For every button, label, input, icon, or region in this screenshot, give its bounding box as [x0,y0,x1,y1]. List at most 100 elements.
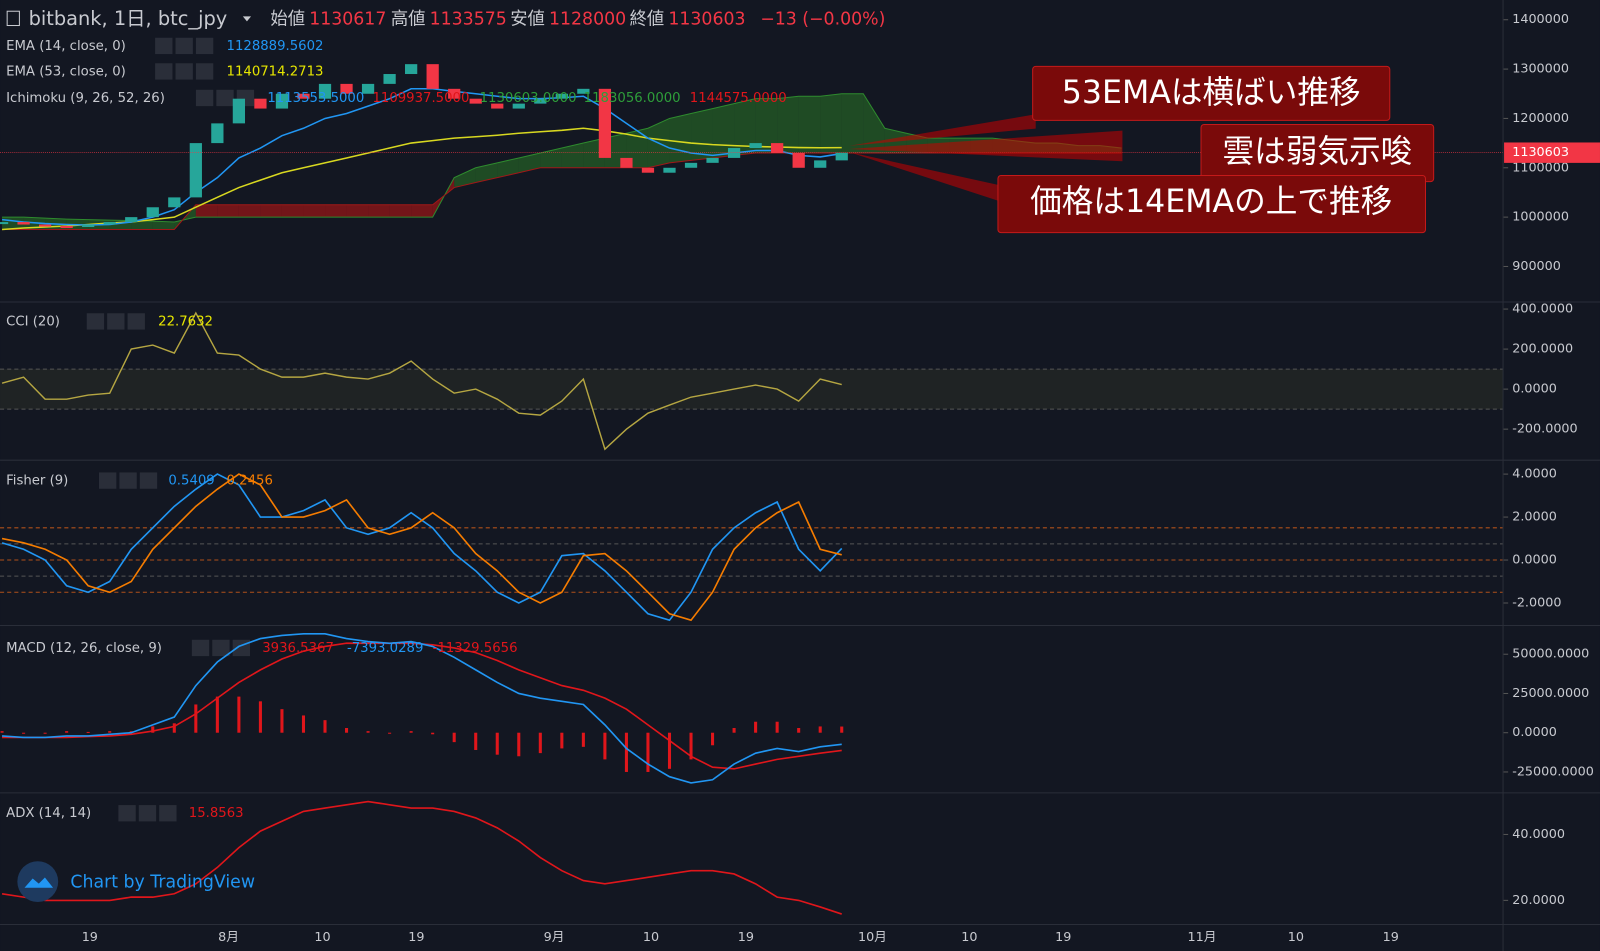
legend-name[interactable]: Fisher (9) [6,474,68,489]
symbol-icon[interactable] [6,10,20,27]
legend-button[interactable] [232,639,251,657]
legend-button[interactable] [155,37,173,55]
candle [211,123,224,144]
legend-name[interactable]: EMA (53, close, 0) [6,64,126,79]
legend-button[interactable] [195,63,214,80]
candle [663,167,676,173]
symbol-title[interactable]: bitbank, 1日, btc_jpy [29,7,228,30]
histogram-bar [43,732,47,734]
cloud-segment [303,204,326,218]
legend-name[interactable]: CCI (20) [6,314,60,329]
cloud-segment [411,204,433,218]
y-tick-label: 4.0000 [1512,467,1557,482]
legend-name[interactable]: EMA (14, close, 0) [6,39,126,54]
histogram-bar [151,726,155,733]
histogram-bar [301,715,306,733]
dropdown[interactable] [242,16,252,22]
candle [297,93,310,99]
candle [168,197,181,208]
histogram-bar [603,732,607,760]
y-tick-label: 20.0000 [1512,893,1565,908]
annotations: 53EMAは横ばい推移 雲は弱気示唆 価格は14EMAの上で推移 [848,65,1435,234]
ohlc-value: 1128000 [549,9,626,29]
y-tick-label: 1000000 [1512,210,1569,225]
legend-value: 3936.5367 [262,641,334,656]
legend-button[interactable] [191,639,210,657]
legend-name[interactable]: MACD (12, 26, close, 9) [6,641,162,656]
legend-value: 22.7632 [158,314,213,329]
y-tick-label: 1100000 [1512,160,1569,175]
legend-name[interactable]: Ichimoku (9, 26, 52, 26) [6,91,165,106]
legend-button[interactable] [155,63,173,80]
legend-value: 0.2456 [227,474,273,489]
histogram-bar [323,720,327,733]
legend-button[interactable] [98,472,117,489]
annotation-box [1032,65,1391,121]
cloud-segment [195,204,218,218]
legend-value: 1113553.5000 [267,91,364,106]
watermark[interactable]: Chart by TradingView [70,873,255,893]
candle [577,88,590,94]
tv-logo-mark [24,877,54,888]
x-tick-label: 10月 [858,930,887,945]
candle [146,207,159,218]
series-line [2,127,842,231]
candle [448,88,461,99]
cloud-segment [863,93,885,153]
candle [254,98,267,109]
x-tick-label: 19 [408,930,424,945]
cloud-segment [346,204,369,218]
y-tick-label: 50000.0000 [1512,647,1589,662]
histogram-bar [409,731,413,733]
histogram-bar [431,732,435,735]
legend-value: -11329.5656 [433,641,518,656]
y-tick-label: 200.0000 [1512,342,1573,357]
y-tick-label: 0.0000 [1512,382,1557,397]
candle [0,222,9,225]
legend-button[interactable] [212,639,230,657]
histogram-bar [86,731,90,733]
y-tick-label: 400.0000 [1512,302,1573,317]
legend-name[interactable]: ADX (14, 14) [6,806,91,821]
cloud-segment [798,96,821,153]
legend-button[interactable] [107,313,125,330]
cloud-segment [755,98,778,153]
y-tick-label: 0.0000 [1512,725,1557,740]
cloud-segment [152,221,175,230]
histogram-bar [65,731,69,733]
legend-button[interactable] [86,313,105,330]
x-tick-label: 10 [961,930,977,945]
legend-button[interactable] [118,805,136,822]
legend-button[interactable] [195,37,214,55]
candle [275,93,289,109]
ohlc-value: 1130603 [668,9,745,29]
candle [771,143,784,153]
x-tick-label: 19 [738,930,754,945]
legend-button[interactable] [175,63,193,80]
candle [792,152,805,168]
legend-button[interactable] [175,37,193,55]
candle [555,93,568,99]
cloud-segment [518,152,541,173]
histogram-bar [840,726,844,733]
legend-button[interactable] [119,472,137,489]
legend-button[interactable] [216,89,234,107]
legend-button[interactable] [138,805,157,822]
annotation-text: 53EMAは横ばい推移 [1062,75,1361,111]
legend-value: 1183056.0000 [584,91,681,106]
y-tick-label: 1400000 [1512,12,1569,27]
histogram-bar [711,732,715,746]
cloud-segment [325,204,347,218]
cloud-segment [691,108,713,161]
change-value: −13 (−0.00%) [760,9,885,29]
candle [749,143,762,149]
candle [426,64,439,89]
histogram-bar [194,704,198,733]
legend-button[interactable] [159,805,177,822]
legend-button[interactable] [127,313,145,330]
legend-button[interactable] [195,89,214,107]
histogram-bar [108,731,112,733]
legend-button[interactable] [139,472,158,489]
tv-logo[interactable] [17,861,59,903]
